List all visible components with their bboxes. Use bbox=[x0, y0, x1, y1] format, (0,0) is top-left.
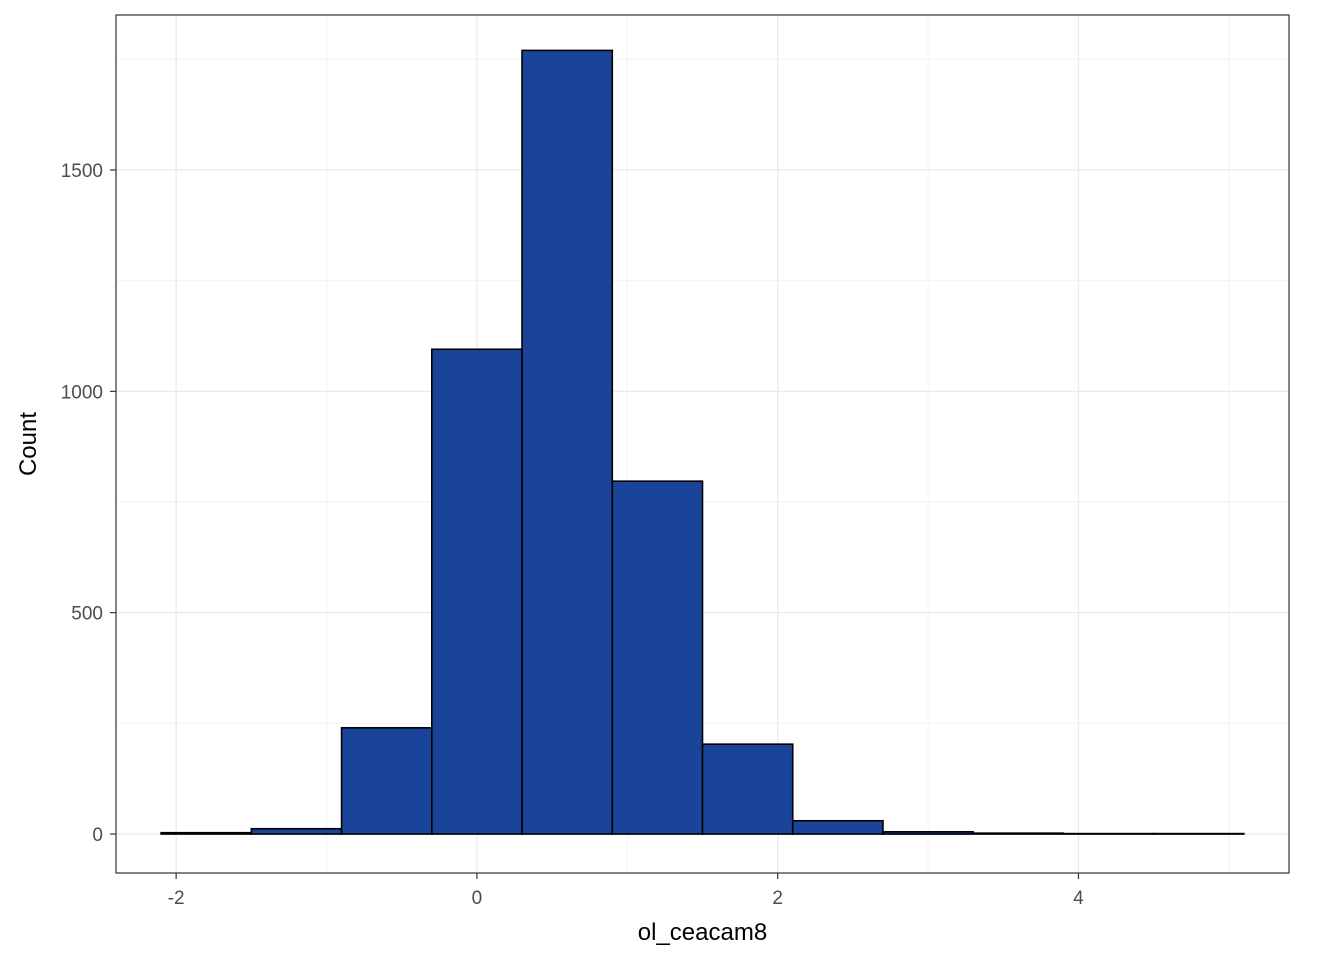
histogram-bar bbox=[793, 821, 883, 834]
histogram-bar bbox=[342, 728, 432, 834]
histogram-bar bbox=[703, 744, 793, 834]
x-tick-label: 2 bbox=[772, 888, 783, 909]
x-tick-label: 0 bbox=[472, 888, 483, 909]
histogram-bar bbox=[251, 829, 341, 834]
histogram-bar bbox=[883, 832, 973, 834]
histogram-bar bbox=[973, 833, 1063, 834]
histogram-bar bbox=[612, 481, 702, 834]
y-axis-title: Count bbox=[15, 412, 42, 476]
y-tick-label: 1500 bbox=[61, 161, 103, 182]
histogram-bar bbox=[432, 349, 522, 834]
x-tick-label: 4 bbox=[1073, 888, 1084, 909]
histogram-bar bbox=[522, 50, 612, 834]
y-tick-label: 500 bbox=[71, 604, 103, 625]
x-tick-label: -2 bbox=[168, 888, 185, 909]
y-tick-label: 1000 bbox=[61, 382, 103, 403]
histogram-bar bbox=[161, 833, 251, 834]
y-tick-label: 0 bbox=[92, 825, 103, 846]
x-axis-title: ol_ceacam8 bbox=[638, 919, 767, 946]
